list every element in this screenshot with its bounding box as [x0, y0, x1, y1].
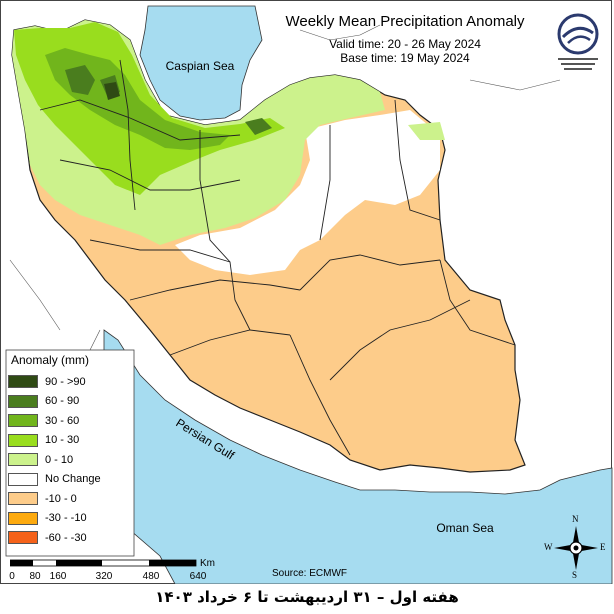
legend-swatch [8, 414, 38, 428]
legend-swatch [8, 394, 38, 408]
legend-label: 10 - 30 [45, 434, 80, 447]
legend-swatch [8, 433, 38, 447]
legend-item: 30 - 60 [8, 411, 130, 431]
scale-bar [10, 559, 197, 567]
compass-w: W [544, 542, 553, 552]
persian-caption: هفته اول – ۳۱ اردیبهشت تا ۶ خرداد ۱۴۰۳ [155, 588, 459, 606]
scale-tick: 320 [95, 571, 113, 582]
legend-item: 10 - 30 [8, 431, 130, 451]
legend-item: -10 - 0 [8, 489, 130, 509]
caspian-sea-label: Caspian Sea [166, 59, 235, 73]
legend-swatch [8, 511, 38, 525]
legend-label: 30 - 60 [45, 414, 80, 427]
compass-rose-icon [554, 526, 598, 570]
legend-label: 90 - >90 [45, 375, 86, 388]
legend-item: -30 - -10 [8, 509, 130, 529]
compass: N S E W [544, 514, 606, 580]
legend-item: 60 - 90 [8, 392, 130, 412]
province-borders [39, 59, 516, 456]
legend-item: No Change [8, 470, 130, 490]
valid-time: Valid time: 20 - 26 May 2024 [329, 37, 481, 51]
data-source: Source: ECMWF [272, 568, 348, 579]
neighbor-borders [9, 24, 561, 351]
legend-label: -60 - -30 [45, 531, 87, 544]
scale-tick: 480 [142, 571, 160, 582]
anomaly-0-10-east [408, 122, 445, 140]
compass-e: E [600, 542, 606, 552]
map-title: Weekly Mean Precipitation Anomaly [285, 13, 525, 30]
legend-swatch [8, 492, 38, 506]
no-change-north [175, 110, 440, 275]
anomaly-60-90 [65, 65, 272, 135]
anomaly-30-60 [45, 48, 230, 150]
legend: Anomaly (mm) 90 - >90 60 - 90 30 - 60 10 - … [8, 353, 130, 548]
scale-tick: 80 [29, 571, 41, 582]
legend-item: 0 - 10 [8, 450, 130, 470]
compass-s: S [572, 570, 578, 580]
legend-swatch [8, 375, 38, 389]
legend-label: -10 - 0 [45, 492, 77, 505]
precipitation-map: Caspian Sea Persian Gulf Oman Sea [5, 5, 613, 584]
meteorology-logo-icon [557, 13, 599, 70]
legend-swatch [8, 472, 38, 486]
legend-label: -30 - -10 [45, 512, 87, 525]
legend-item: -60 - -30 [8, 528, 130, 548]
oman-sea-label: Oman Sea [436, 521, 494, 535]
legend-label: 60 - 90 [45, 395, 80, 408]
legend-swatch [8, 453, 38, 467]
base-time: Base time: 19 May 2024 [340, 51, 470, 65]
scale-unit: Km [200, 558, 215, 569]
anomaly-90-plus [104, 82, 120, 100]
scale-tick: 160 [49, 571, 67, 582]
no-change-south-island [262, 434, 276, 445]
legend-label: 0 - 10 [45, 453, 74, 466]
compass-n: N [572, 514, 579, 524]
legend-label: No Change [45, 473, 101, 486]
legend-item: 90 - >90 [8, 372, 130, 392]
legend-title: Anomaly (mm) [11, 353, 90, 367]
legend-swatch [8, 531, 38, 545]
scale-tick: 0 [9, 571, 15, 582]
caspian-sea [139, 5, 263, 121]
scale-tick: 640 [189, 571, 207, 582]
